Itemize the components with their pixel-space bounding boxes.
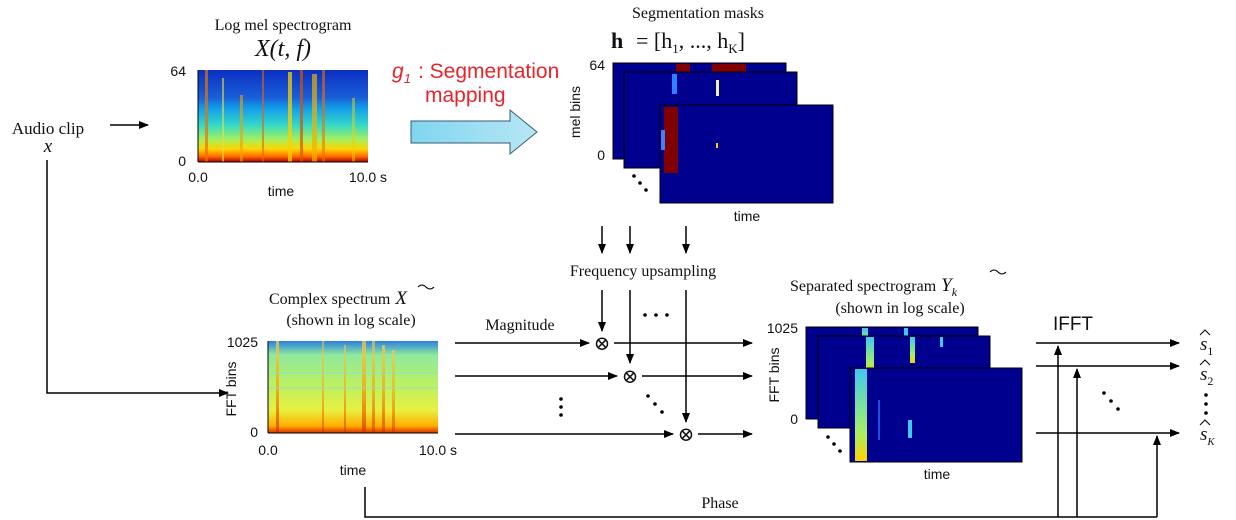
log-mel-formula: X(t, f) — [254, 36, 311, 62]
masks-y-bottom: 0 — [597, 147, 605, 163]
multiply-node-2: ⊗ — [622, 366, 639, 388]
complex-x-right: 10.0 s — [419, 442, 457, 458]
output-s2-hat — [1199, 359, 1211, 366]
separated-panel-3 — [849, 367, 1023, 463]
segmentation-mapping-arrow — [410, 108, 538, 156]
log-mel-title: Log mel spectrogram — [215, 17, 352, 34]
separated-y-label: FFT bins — [766, 348, 782, 403]
complex-y-bottom: 0 — [250, 424, 258, 440]
complex-spectrum-plot — [268, 341, 438, 433]
output-s1: s1 — [1200, 334, 1213, 358]
log-mel-y-top: 64 — [170, 63, 186, 79]
log-mel-y-bottom: 0 — [178, 153, 186, 169]
magnitude-label: Magnitude — [485, 317, 554, 334]
magnitude-vdots — [559, 397, 563, 417]
audio-x-symbol: x — [43, 136, 53, 157]
mask-stack — [612, 62, 834, 204]
masks-title: Segmentation masks — [632, 5, 764, 22]
multiply-diag-dots — [646, 394, 664, 414]
complex-y-label: FFT bins — [223, 362, 239, 417]
masks-y-top: 64 — [589, 57, 605, 73]
complex-subtitle: (shown in log scale) — [286, 312, 415, 329]
separated-y-bottom: 0 — [790, 411, 798, 427]
g1-symbol: g1 — [392, 60, 411, 86]
upsampling-dots — [643, 313, 669, 317]
g1-label-line2: mapping — [425, 84, 506, 107]
audio-to-complex-arrow — [46, 160, 229, 397]
audio-clip-label: Audio clip — [12, 119, 84, 138]
masks-formula: = [h1, ..., hK] — [636, 28, 745, 56]
output-vdots — [1204, 393, 1208, 415]
output-s1-hat — [1199, 329, 1211, 336]
log-mel-x-left: 0.0 — [188, 169, 208, 185]
masks-y-label: mel bins — [567, 86, 583, 138]
output-sK-hat — [1199, 419, 1211, 426]
complex-x-left: 0.0 — [258, 442, 278, 458]
separated-title: Separated spectrogram Yk — [790, 275, 958, 299]
output-s2: s2 — [1200, 364, 1213, 388]
phase-line — [364, 487, 1157, 518]
log-mel-spectrogram — [198, 70, 368, 162]
masks-x-label: time — [734, 208, 761, 224]
separated-x-label: time — [924, 466, 951, 482]
phase-label: Phase — [701, 495, 738, 512]
ifft-diag-dots — [1102, 391, 1120, 411]
complex-tilde — [417, 284, 435, 290]
separated-stack-dots — [826, 435, 842, 453]
masks-stack-dots — [632, 174, 648, 192]
separated-y-top: 1025 — [767, 320, 798, 336]
log-mel-x-right: 10.0 s — [349, 169, 387, 185]
separated-subtitle: (shown in log scale) — [835, 300, 964, 317]
ifft-label: IFFT — [1053, 314, 1093, 335]
g1-label-line1: : Segmentation — [418, 60, 559, 83]
masks-formula-h: h — [611, 28, 623, 53]
multiply-node-1: ⊗ — [594, 333, 611, 355]
output-sK: sK — [1200, 424, 1215, 448]
freq-upsampling-label: Frequency upsampling — [570, 263, 716, 280]
separated-stack — [805, 326, 1023, 463]
complex-x-label: time — [340, 462, 367, 478]
complex-title: Complex spectrum X — [269, 288, 408, 309]
separated-tilde — [989, 269, 1007, 275]
log-mel-x-label: time — [268, 183, 295, 199]
mask-panel-3 — [659, 104, 834, 204]
multiply-node-K: ⊗ — [678, 424, 695, 446]
complex-y-top: 1025 — [227, 334, 258, 350]
